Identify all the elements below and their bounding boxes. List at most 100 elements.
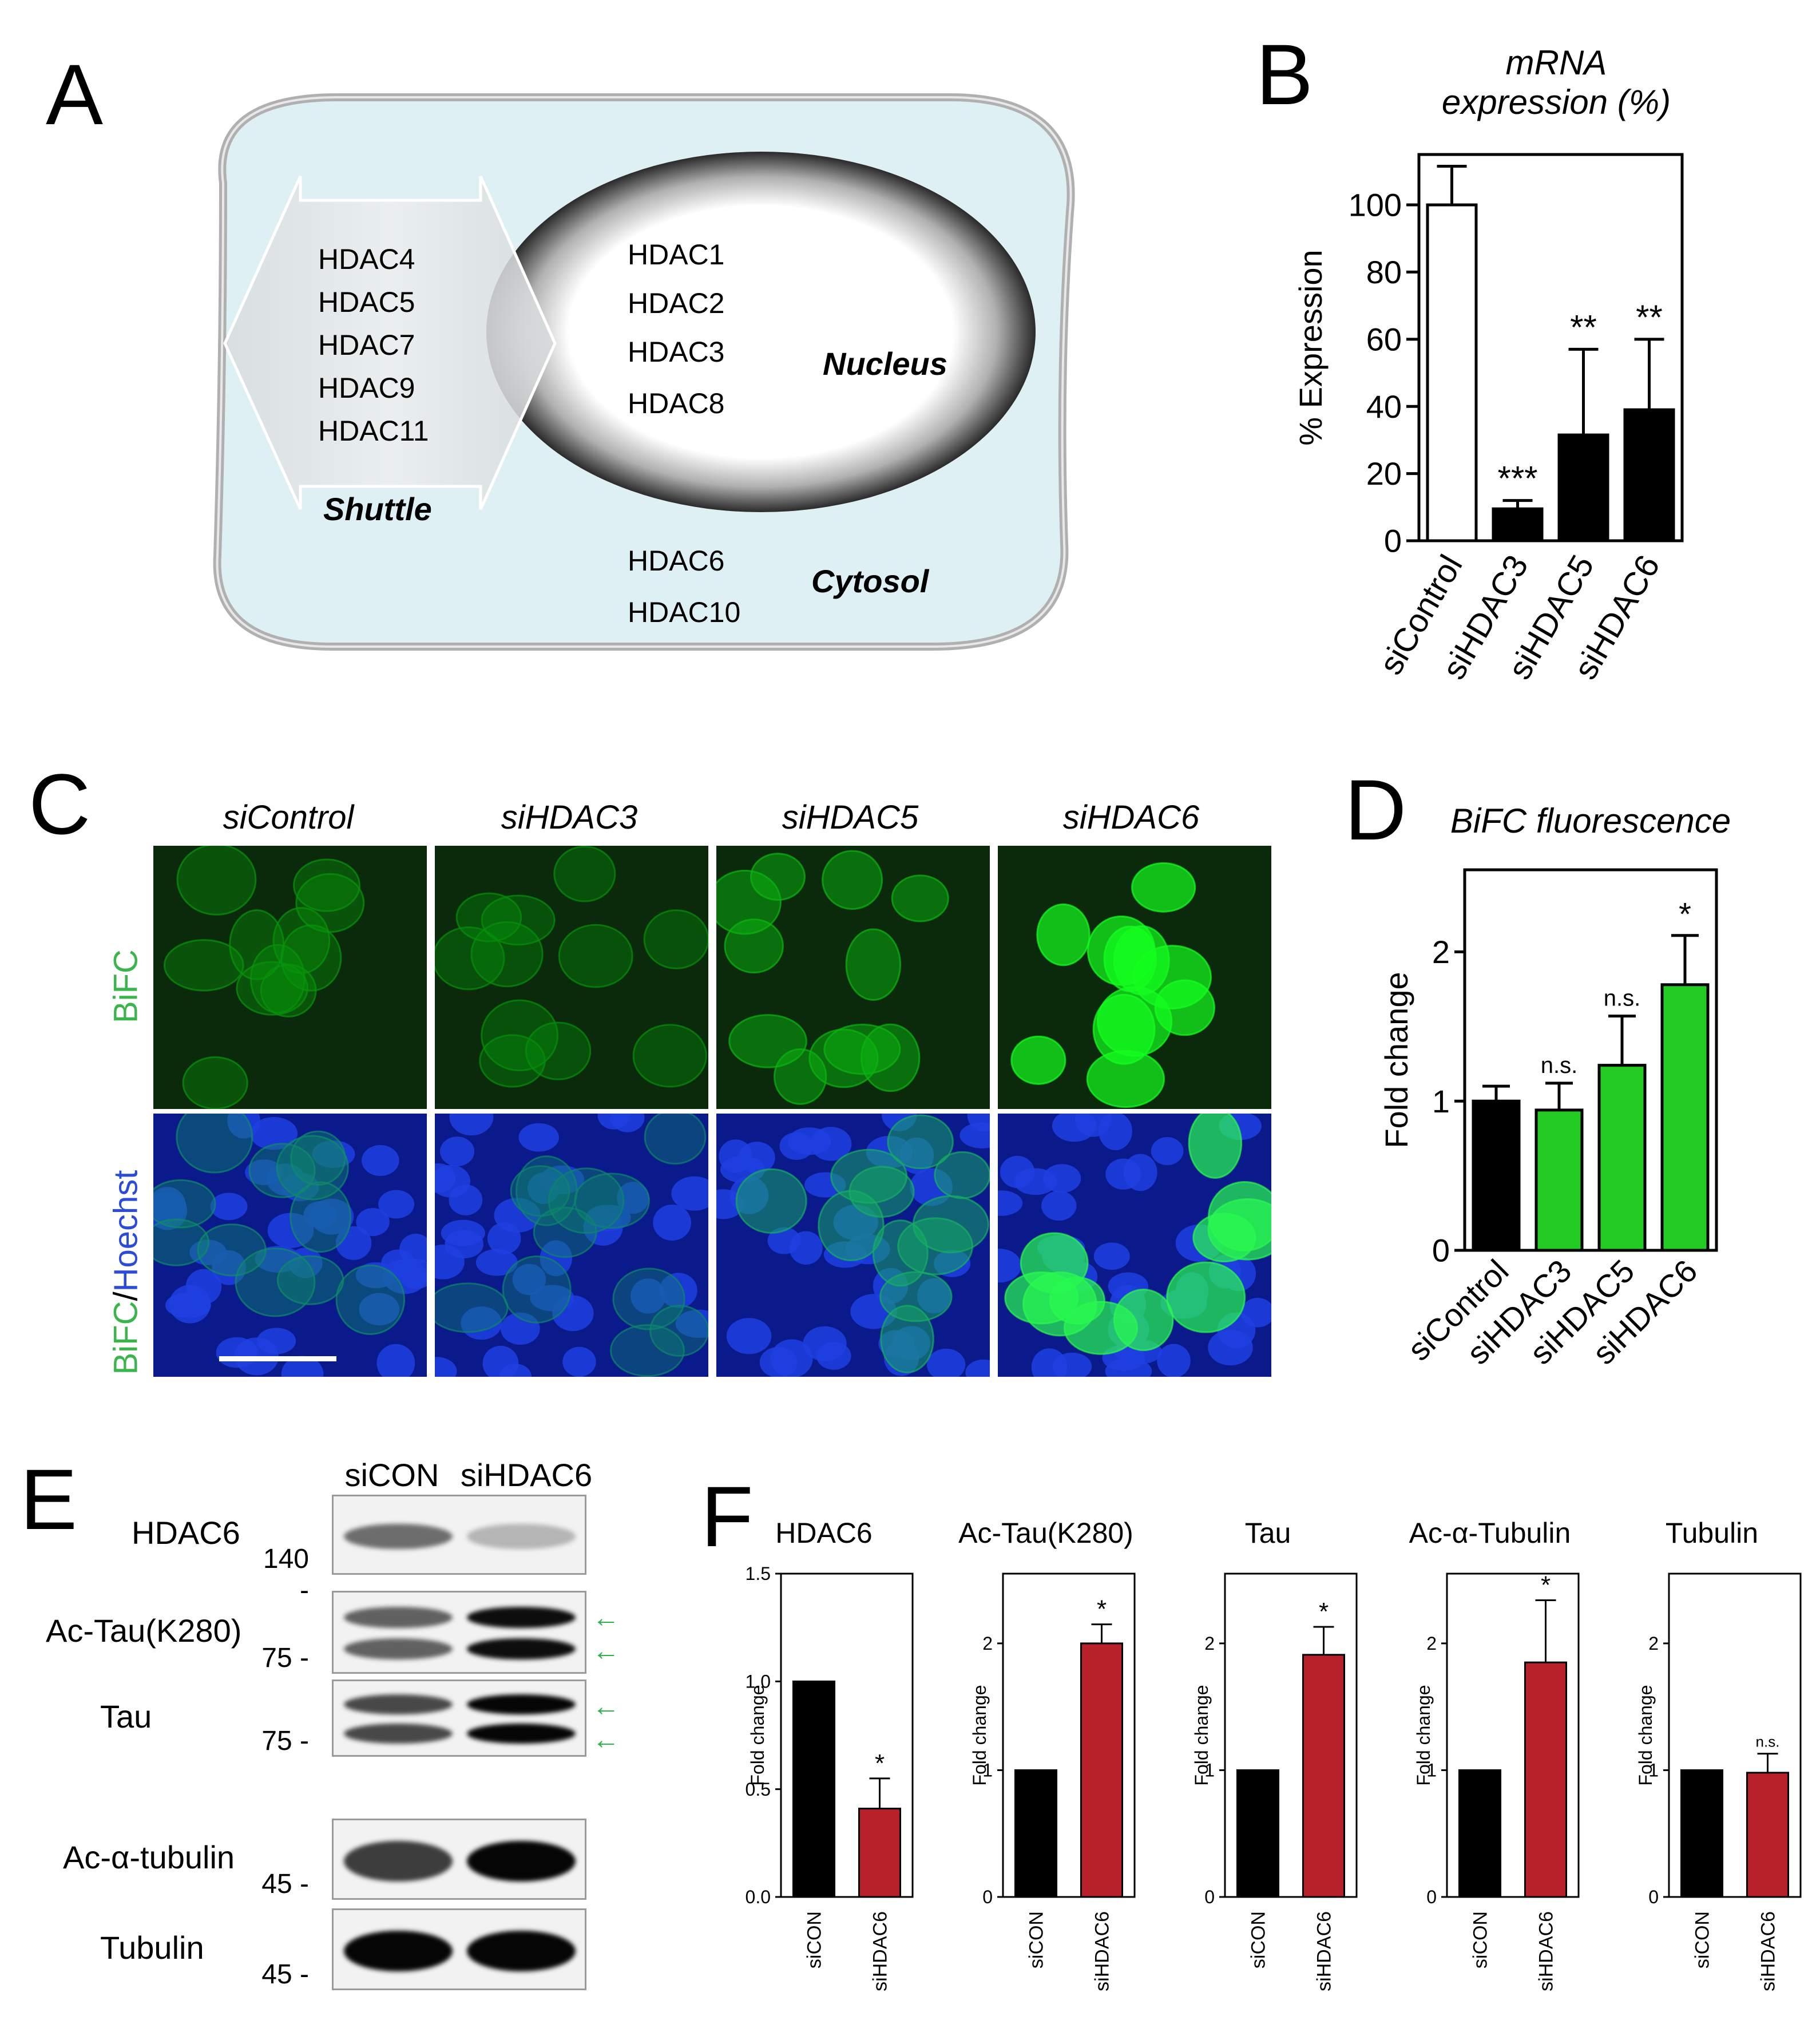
chart-f-1-plot-frame xyxy=(780,1572,914,1898)
panel-label-f: F xyxy=(701,1468,754,1564)
cell-blob xyxy=(897,1217,974,1276)
cell-blob xyxy=(553,846,616,902)
cell-blob xyxy=(934,1151,990,1199)
chart-d-ytick-label: 2 xyxy=(1432,934,1450,970)
cell-blob xyxy=(1096,986,1173,1057)
cell-blob xyxy=(470,921,544,988)
chart-b-title-line1: mRNA xyxy=(1505,43,1607,82)
micrograph-cells xyxy=(435,1114,708,1377)
band-arrow-icon: ← xyxy=(592,1725,620,1755)
nucleus-blob xyxy=(998,1249,1022,1283)
nucleus-blob xyxy=(726,1318,772,1354)
nucleus-blob xyxy=(449,1114,494,1136)
chart-f-1-ytick-label: 1.5 xyxy=(746,1563,771,1584)
nucleus-blob xyxy=(500,1312,540,1345)
cell-blob xyxy=(176,1114,253,1174)
blot-mw-Ac-α-tubulin: 45 - xyxy=(261,1869,309,1899)
chart-f-title-3: Tau xyxy=(1244,1517,1291,1549)
shuttle-hdac-4: HDAC9 xyxy=(318,372,415,404)
blot-band xyxy=(467,1930,576,1972)
cell-blob xyxy=(235,1247,316,1317)
cell-blob xyxy=(716,869,782,935)
chart-f-4-xtick-label: siHDAC6 xyxy=(1536,1911,1557,1991)
chart-f-1-ytick-label: 1.0 xyxy=(746,1671,771,1692)
cell-blob xyxy=(808,1028,879,1088)
chart-f-4-bar-siCON xyxy=(1458,1769,1501,1898)
cell-blob xyxy=(1063,1301,1139,1355)
nucleus-hdac-2: HDAC2 xyxy=(628,287,725,319)
merge-image-siHDAC5 xyxy=(716,1114,990,1377)
cell-blob xyxy=(644,1114,707,1165)
chart-b-title: mRNA expression (%) xyxy=(1362,43,1751,122)
chart-f-1-ylabel: Fold change xyxy=(747,1685,768,1785)
western-blot: HDAC6 140 - Ac-Tau(K280) 75 - ← ← Tau 75 - ← ← Ac-… xyxy=(0,0,658,2032)
nucleus-blob xyxy=(441,1219,485,1246)
chart-f-2-ylabel: Fold change xyxy=(969,1685,990,1785)
micrograph-grid xyxy=(153,846,1272,1377)
chart-b-ytick-label: 60 xyxy=(1366,321,1402,357)
cell-blob xyxy=(823,1023,901,1075)
cell-blob xyxy=(1036,903,1091,967)
chart-b-annotation: ** xyxy=(1636,298,1663,336)
shuttle-label: Shuttle xyxy=(323,491,432,527)
chart-b-bar-siHDAC6 xyxy=(1623,408,1675,542)
nucleus-blob xyxy=(210,1193,248,1221)
nucleus-blob xyxy=(303,1201,337,1229)
nucleus-blob xyxy=(770,1339,813,1377)
chart-f-title-4: Ac-α-Tubulin xyxy=(1409,1517,1571,1549)
nucleus-blob xyxy=(1093,1242,1130,1270)
cell-blob xyxy=(818,1190,885,1262)
chart-b-plot-frame xyxy=(1417,153,1684,542)
chart-f-4-annotation: * xyxy=(1541,1571,1551,1599)
nucleus xyxy=(486,152,1036,512)
cell-blob xyxy=(1188,1114,1243,1179)
cell-blob xyxy=(236,961,308,1016)
nucleus-blob xyxy=(245,1159,284,1186)
nucleus-blob xyxy=(256,1328,296,1354)
blot-band xyxy=(344,1638,453,1660)
chart-f-title-1: HDAC6 xyxy=(775,1517,873,1549)
chart-f-1-ytick-label: 0.0 xyxy=(746,1887,771,1907)
nucleus-blob xyxy=(1041,1191,1077,1221)
nucleus-blob xyxy=(487,1222,521,1255)
chart-f-3-xtick-label: siHDAC6 xyxy=(1314,1911,1335,1991)
cell-blob xyxy=(153,1218,210,1266)
chart-d-annotation: n.s. xyxy=(1541,1053,1577,1078)
chart-f-3-ytick-label: 2 xyxy=(1204,1633,1215,1654)
blot-label-Ac-α-tubulin: Ac-α-tubulin xyxy=(63,1839,235,1875)
chart-f-1-ytick-label: 0.5 xyxy=(746,1779,771,1800)
micrograph-cells xyxy=(716,850,949,1105)
nucleus-blob xyxy=(512,1263,546,1296)
nucleus-blob xyxy=(335,1226,372,1260)
nucleus-blob xyxy=(767,1227,801,1254)
chart-f-4-ytick-label: 2 xyxy=(1426,1633,1437,1654)
nucleus-blob xyxy=(653,1205,692,1241)
blot-strip-Tubulin xyxy=(332,1908,586,1990)
cell-blob xyxy=(290,1130,346,1186)
col-title-sihdac5: siHDAC5 xyxy=(782,799,919,836)
chart-f-3-ylabel: Fold change xyxy=(1191,1685,1212,1785)
chart-f-3-plot-frame xyxy=(1224,1572,1358,1898)
nucleus-blob xyxy=(288,1247,323,1278)
blot-band xyxy=(467,1840,576,1882)
cell-blob xyxy=(1086,1049,1165,1108)
nucleus-blob xyxy=(362,1145,399,1177)
nucleus-hdac-4: HDAC8 xyxy=(628,387,725,419)
nucleus-blob xyxy=(585,1205,631,1231)
cell-blob xyxy=(435,926,505,991)
cell-blob xyxy=(609,1324,685,1377)
cell-blob xyxy=(632,1024,707,1088)
cytosol-label: Cytosol xyxy=(811,563,929,599)
chart-f-5-xtick-label: siCON xyxy=(1692,1911,1714,1968)
blot-mw-Tubulin: 45 - xyxy=(261,1959,309,1990)
chart-f-5-plot-frame xyxy=(1668,1572,1802,1898)
blot-band xyxy=(467,1523,576,1550)
shuttle-hdac-3: HDAC7 xyxy=(318,329,415,361)
chart-b-annotation: *** xyxy=(1497,460,1537,498)
cytosol-hdac-1: HDAC6 xyxy=(628,545,725,577)
cytosol-hdac-2: HDAC10 xyxy=(628,596,741,628)
chart-b-ytick-label: 0 xyxy=(1384,523,1402,559)
nucleus-blob xyxy=(528,1173,560,1204)
nucleus-blob xyxy=(376,1344,415,1377)
nucleus-blob xyxy=(435,1245,465,1280)
